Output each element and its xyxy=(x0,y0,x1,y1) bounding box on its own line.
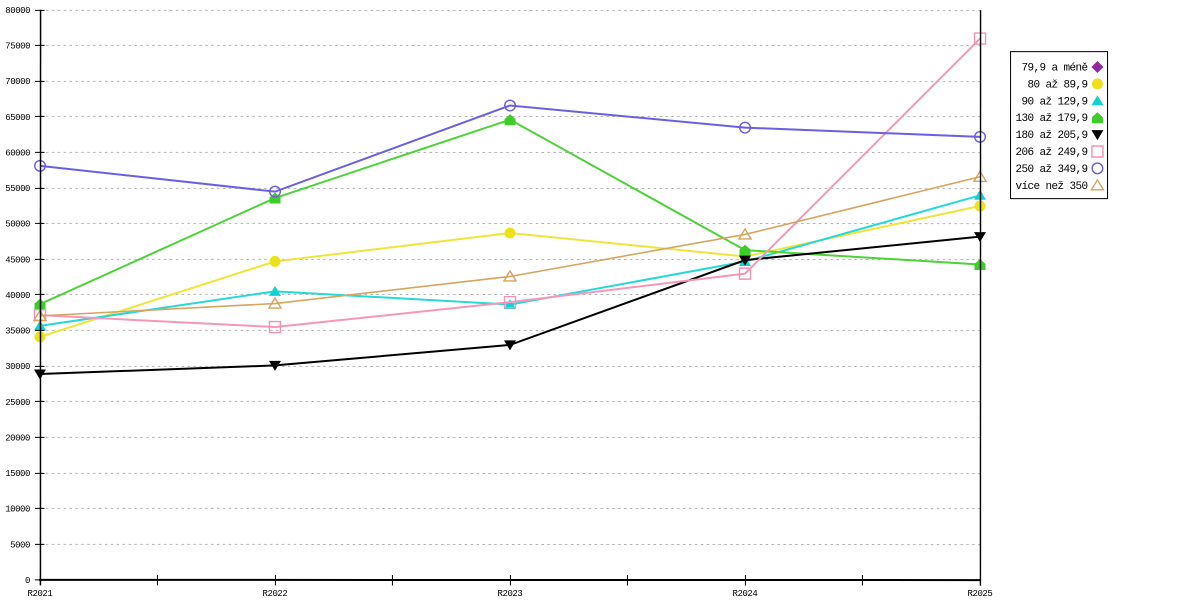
svg-text:30000: 30000 xyxy=(5,362,30,372)
svg-text:více než 350: více než 350 xyxy=(1016,181,1088,193)
svg-text:130 až 179,9: 130 až 179,9 xyxy=(1016,113,1088,125)
svg-text:25000: 25000 xyxy=(5,398,30,408)
svg-text:R2025: R2025 xyxy=(968,589,993,599)
svg-text:250 až 349,9: 250 až 349,9 xyxy=(1016,164,1088,176)
svg-text:206 až 249,9: 206 až 249,9 xyxy=(1016,147,1088,159)
svg-text:90 až 129,9: 90 až 129,9 xyxy=(1022,96,1088,108)
svg-text:5000: 5000 xyxy=(10,540,30,550)
svg-text:60000: 60000 xyxy=(5,148,30,158)
svg-text:R2023: R2023 xyxy=(498,589,523,599)
svg-text:70000: 70000 xyxy=(5,77,30,87)
svg-text:35000: 35000 xyxy=(5,326,30,336)
svg-text:75000: 75000 xyxy=(5,41,30,51)
svg-text:55000: 55000 xyxy=(5,184,30,194)
svg-text:80000: 80000 xyxy=(5,6,30,16)
svg-text:79,9 a méně: 79,9 a méně xyxy=(1022,62,1088,74)
svg-text:45000: 45000 xyxy=(5,255,30,265)
svg-text:80 až 89,9: 80 až 89,9 xyxy=(1028,79,1088,91)
svg-text:20000: 20000 xyxy=(5,433,30,443)
svg-text:10000: 10000 xyxy=(5,505,30,515)
svg-text:15000: 15000 xyxy=(5,469,30,479)
svg-text:65000: 65000 xyxy=(5,113,30,123)
svg-text:0: 0 xyxy=(25,576,30,586)
svg-text:R2022: R2022 xyxy=(263,589,288,599)
svg-text:50000: 50000 xyxy=(5,220,30,230)
svg-text:R2024: R2024 xyxy=(733,589,758,599)
svg-text:R2021: R2021 xyxy=(28,589,53,599)
svg-text:180 až 205,9: 180 až 205,9 xyxy=(1016,130,1088,142)
svg-text:40000: 40000 xyxy=(5,291,30,301)
